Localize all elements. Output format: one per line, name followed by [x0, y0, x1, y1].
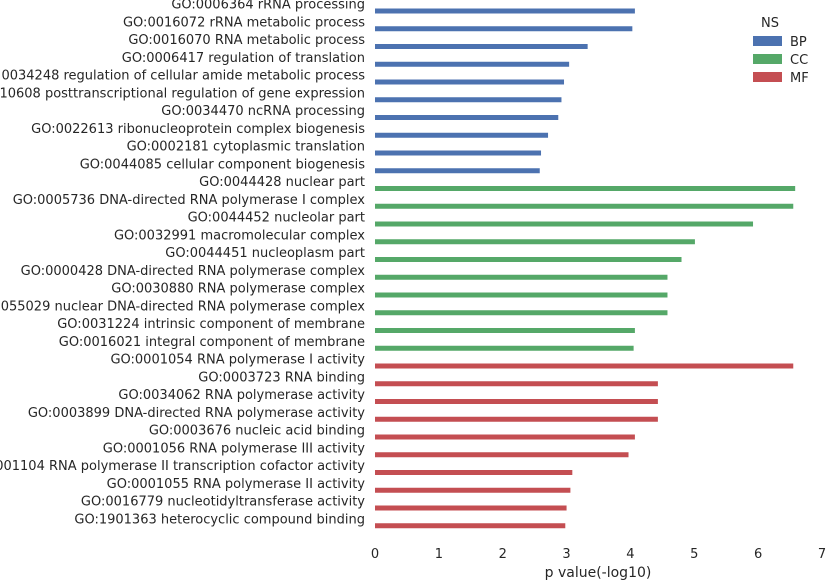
- x-tick-label: 4: [626, 547, 634, 562]
- bar-mf: [375, 523, 566, 529]
- x-tick-label: 7: [818, 547, 826, 562]
- bar-bp: [375, 150, 542, 156]
- category-label: GO:0031224 intrinsic component of membra…: [57, 317, 365, 332]
- bar-cc: [375, 257, 682, 262]
- category-label: GO:0030880 RNA polymerase complex: [111, 282, 365, 297]
- bar-bp: [375, 115, 559, 120]
- bar-mf: [375, 363, 794, 369]
- bar-cc: [375, 221, 754, 227]
- bar-cc: [375, 239, 695, 245]
- bar-mf: [375, 452, 629, 458]
- legend-label-mf: MF: [790, 71, 809, 86]
- bar-cc: [375, 203, 794, 209]
- category-label: GO:0005736 DNA-directed RNA polymerase I…: [13, 193, 366, 208]
- bar-mf: [375, 470, 573, 475]
- category-label: GO:1901363 heterocyclic compound binding: [74, 512, 365, 527]
- legend-swatch-bp: [753, 36, 782, 46]
- bar-bp: [375, 44, 588, 49]
- bar-bp: [375, 132, 549, 138]
- category-labels: GO:0006364 rRNA processing GO:0016072 rRN…: [0, 0, 365, 527]
- bar-cc: [375, 328, 635, 333]
- category-label: GO:0044085 cellular component biogenesis: [80, 157, 366, 172]
- x-tick-label: 0: [371, 547, 379, 562]
- bar-cc: [375, 274, 668, 280]
- legend-label-bp: BP: [790, 35, 807, 50]
- category-label: GO:0006417 regulation of translation: [122, 51, 365, 66]
- category-label: GO:0001055 RNA polymerase II activity: [107, 477, 366, 492]
- bars-layer: [375, 8, 796, 529]
- category-label: GO:0003899 DNA-directed RNA polymerase a…: [28, 406, 365, 421]
- bar-bp: [375, 79, 565, 85]
- category-label: GO:0010608 posttranscriptional regulatio…: [0, 86, 365, 101]
- category-label: GO:0034062 RNA polymerase activity: [118, 388, 365, 403]
- x-tick-label: 3: [562, 547, 570, 562]
- category-label: GO:0000428 DNA-directed RNA polymerase c…: [21, 264, 366, 279]
- category-label: GO:0044428 nuclear part: [199, 175, 365, 190]
- bar-mf: [375, 505, 567, 511]
- bar-cc: [375, 310, 668, 316]
- bar-bp: [375, 61, 570, 67]
- legend: NS BP CC MF: [753, 16, 809, 86]
- legend-swatch-cc: [753, 54, 782, 64]
- category-label: GO:0016070 RNA metabolic process: [128, 33, 365, 48]
- category-label: GO:0034470 ncRNA processing: [161, 104, 365, 119]
- bar-mf: [375, 487, 571, 493]
- category-label: GO:0016072 rRNA metabolic process: [123, 15, 365, 30]
- x-tick-label: 2: [499, 547, 507, 562]
- category-label: GO:0055029 nuclear DNA-directed RNA poly…: [0, 299, 365, 314]
- bar-bp: [375, 97, 562, 103]
- x-tick-label: 1: [435, 547, 443, 562]
- category-label: GO:0034248 regulation of cellular amide …: [0, 69, 365, 84]
- category-label: GO:0022613 ribonucleoprotein complex bio…: [31, 122, 365, 137]
- category-label: GO:0044452 nucleolar part: [188, 211, 365, 226]
- legend-title: NS: [761, 16, 779, 31]
- bar-mf: [375, 399, 658, 404]
- bar-mf: [375, 416, 658, 422]
- bar-bp: [375, 26, 633, 32]
- bar-bp: [375, 8, 635, 14]
- x-tick-label: 5: [690, 547, 698, 562]
- x-axis-title: p value(-log10): [545, 565, 652, 581]
- category-label: GO:0016021 integral component of membran…: [59, 335, 365, 350]
- x-axis: 0 1 2 3 4 5 6 7: [371, 547, 826, 562]
- category-label: GO:0016779 nucleotidyltransferase activi…: [81, 495, 365, 510]
- x-tick-label: 6: [754, 547, 762, 562]
- category-label: GO:0006364 rRNA processing: [171, 0, 365, 13]
- category-label: GO:0002181 cytoplasmic translation: [127, 140, 365, 155]
- legend-label-cc: CC: [790, 53, 808, 68]
- category-label: GO:0001054 RNA polymerase I activity: [110, 353, 365, 368]
- bar-cc: [375, 186, 796, 191]
- bar-mf: [375, 434, 635, 440]
- bar-bp: [375, 168, 540, 174]
- category-label: GO:0003676 nucleic acid binding: [149, 424, 365, 439]
- bar-cc: [375, 345, 634, 351]
- category-label: GO:0003723 RNA binding: [198, 370, 365, 385]
- legend-swatch-mf: [753, 72, 782, 82]
- category-label: GO:0044451 nucleoplasm part: [165, 246, 365, 261]
- category-label: GO:0001056 RNA polymerase III activity: [103, 441, 366, 456]
- bar-cc: [375, 292, 668, 298]
- category-label: GO:0032991 macromolecular complex: [114, 228, 365, 243]
- category-label: GO:0001104 RNA polymerase II transcripti…: [0, 459, 365, 474]
- bar-mf: [375, 381, 658, 387]
